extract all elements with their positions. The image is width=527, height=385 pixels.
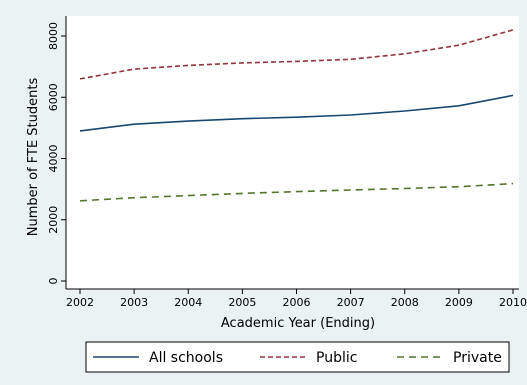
x-tick-label: 2006 (283, 296, 311, 309)
y-tick-label: 6000 (47, 83, 60, 111)
legend-label: Public (316, 350, 357, 366)
y-axis-ticks: 0 2000 4000 6000 8000 (47, 22, 66, 285)
y-tick-label: 0 (47, 278, 60, 285)
x-tick-label: 2002 (66, 296, 94, 309)
x-axis-ticks: 2002 2003 2004 2005 2006 2007 2008 2009 2010 (66, 289, 527, 309)
y-tick-label: 2000 (47, 206, 60, 234)
series-line-public (79, 29, 514, 80)
x-tick-label: 2010 (499, 296, 527, 309)
series-line-private (79, 182, 514, 202)
plot-area (66, 16, 519, 289)
x-tick-label: 2007 (337, 296, 365, 309)
x-tick-label: 2009 (445, 296, 473, 309)
y-tick-label: 8000 (47, 22, 60, 50)
y-axis-label: Number of FTE Students (26, 78, 41, 237)
legend: All schools Public Private (85, 341, 510, 373)
y-tick-label: 4000 (47, 145, 60, 173)
x-tick-label: 2005 (228, 296, 256, 309)
x-tick-label: 2004 (174, 296, 202, 309)
x-axis-label: Academic Year (Ending) (221, 316, 375, 331)
legend-label: Private (453, 350, 502, 366)
x-tick-label: 2003 (120, 296, 148, 309)
legend-items: All schools Public Private (93, 350, 502, 366)
series-line-all-schools (79, 94, 514, 132)
series-lines (79, 29, 514, 202)
legend-label: All schools (149, 350, 223, 366)
x-tick-label: 2008 (391, 296, 419, 309)
